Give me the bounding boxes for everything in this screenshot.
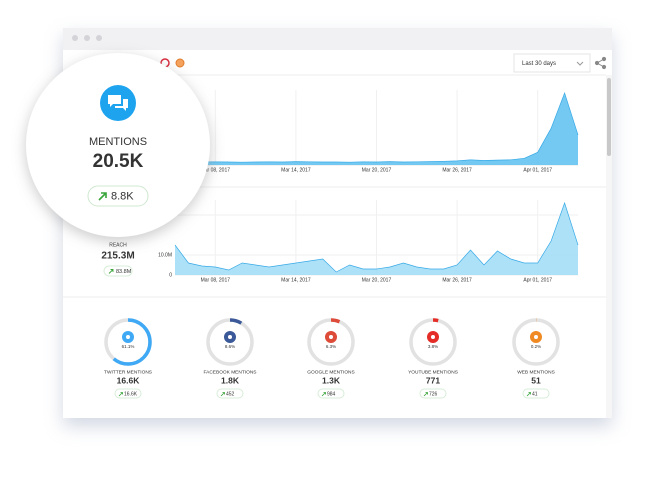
up-arrow (526, 392, 531, 397)
source-total: 771 (426, 375, 440, 385)
up-arrow (108, 269, 114, 274)
source-total: 16.6K (117, 375, 141, 385)
donut-arc (307, 318, 355, 366)
y-tick-label: 0 (169, 272, 172, 278)
x-tick-label: Mar 08, 2017 (201, 277, 231, 283)
source-change: 726 (429, 391, 438, 397)
dropdown-box[interactable] (513, 53, 591, 73)
share-button[interactable] (594, 56, 607, 70)
source-name: FACEBOOK MENTIONS (203, 369, 256, 375)
date-range-dropdown[interactable]: Last 30 days (513, 53, 591, 73)
area-line (174, 201, 579, 273)
source-icon-glyph (126, 335, 130, 339)
title-bar (63, 28, 612, 50)
mentions-label: MENTIONS (89, 136, 147, 148)
window-dot (84, 35, 90, 41)
x-tick-label: Mar 14, 2017 (281, 277, 311, 283)
area-line (174, 91, 579, 163)
y-tick-label: 10.0M (158, 252, 172, 258)
source-total: 1.8K (221, 375, 240, 385)
source-icon-glyph (431, 335, 435, 339)
area (175, 203, 578, 275)
x-tick-label: Mar 26, 2017 (442, 167, 472, 173)
x-tick-label: Mar 14, 2017 (281, 167, 311, 173)
reach-change-pill (103, 265, 133, 277)
x-tick-label: Mar 08, 2017 (201, 167, 231, 173)
source-name: TWITTER MENTIONS (104, 369, 152, 375)
reach-change: 83.8M (116, 269, 132, 275)
source-total: 1.3K (322, 375, 341, 385)
source-share: 8.6% (225, 344, 235, 349)
donut-arc (104, 318, 152, 366)
source-filter-icon[interactable] (175, 58, 185, 68)
source-change: 16.6K (124, 391, 138, 397)
mentions-icon-bubble (115, 99, 128, 111)
scrollbar-track[interactable] (606, 75, 612, 418)
source-name: YOUTUBE MENTIONS (408, 369, 458, 375)
share-icon (594, 60, 600, 66)
mentions-change-pill (87, 185, 149, 207)
dropdown-caret (576, 61, 584, 66)
reach-total: 215.3M (101, 251, 134, 262)
magnifier: MENTIONS 20.5K 8.8K (26, 53, 210, 237)
window-dot (96, 35, 102, 41)
change-pill (522, 388, 550, 399)
source-icon-glyph (228, 335, 232, 339)
source-total: 51 (531, 375, 541, 385)
reach-label: REACH (109, 242, 127, 248)
source-change: 984 (327, 391, 336, 397)
dropdown-label[interactable]: Last 30 days (522, 61, 556, 67)
source-icon-glyph (329, 335, 333, 339)
donut-arc (512, 318, 560, 366)
mentions-change: 8.8K (111, 190, 134, 202)
source-name: GOOGLE MENTIONS (307, 369, 354, 375)
source-change: 452 (226, 391, 235, 397)
change-pill (216, 388, 244, 399)
x-tick-label: Mar 20, 2017 (362, 167, 392, 173)
source-change: 41 (532, 391, 538, 397)
change-pill (419, 388, 447, 399)
source-share: 3.8% (428, 344, 438, 349)
source-breakdown: 61.1%TWITTER MENTIONS16.6K16.6K8.6%FACEB… (104, 318, 560, 399)
up-arrow (98, 192, 107, 201)
x-tick-label: Apr 01, 2017 (523, 167, 552, 173)
x-tick-label: Apr 01, 2017 (523, 277, 552, 283)
up-arrow (220, 392, 225, 397)
charts: Mar 08, 2017 Mar 14, 2017 Mar 20, 2017 Mar … (158, 90, 579, 283)
change-pill (317, 388, 345, 399)
up-arrow (423, 392, 428, 397)
source-share: 0.2% (531, 344, 541, 349)
share-icon (601, 64, 607, 70)
up-arrow (321, 392, 326, 397)
window-dot (72, 35, 78, 41)
donut-arc (409, 318, 457, 366)
magnifier-lens (26, 53, 210, 237)
source-share: 6.3% (326, 344, 336, 349)
scrollbar-thumb[interactable] (607, 78, 611, 156)
up-arrow (118, 392, 123, 397)
donut-arc (206, 318, 254, 366)
x-tick-label: Mar 26, 2017 (442, 277, 472, 283)
area (175, 93, 578, 165)
x-tick-label: Mar 20, 2017 (362, 277, 392, 283)
source-icon-glyph (534, 335, 538, 339)
mentions-total: 20.5K (93, 151, 144, 172)
share-icon (601, 56, 607, 62)
mentions-icon-bubble (108, 95, 121, 107)
source-share: 61.1% (122, 344, 135, 349)
change-pill (114, 388, 142, 399)
reach-card: REACH 215.3M 83.8M (101, 242, 135, 277)
source-name: WEB MENTIONS (517, 369, 555, 375)
